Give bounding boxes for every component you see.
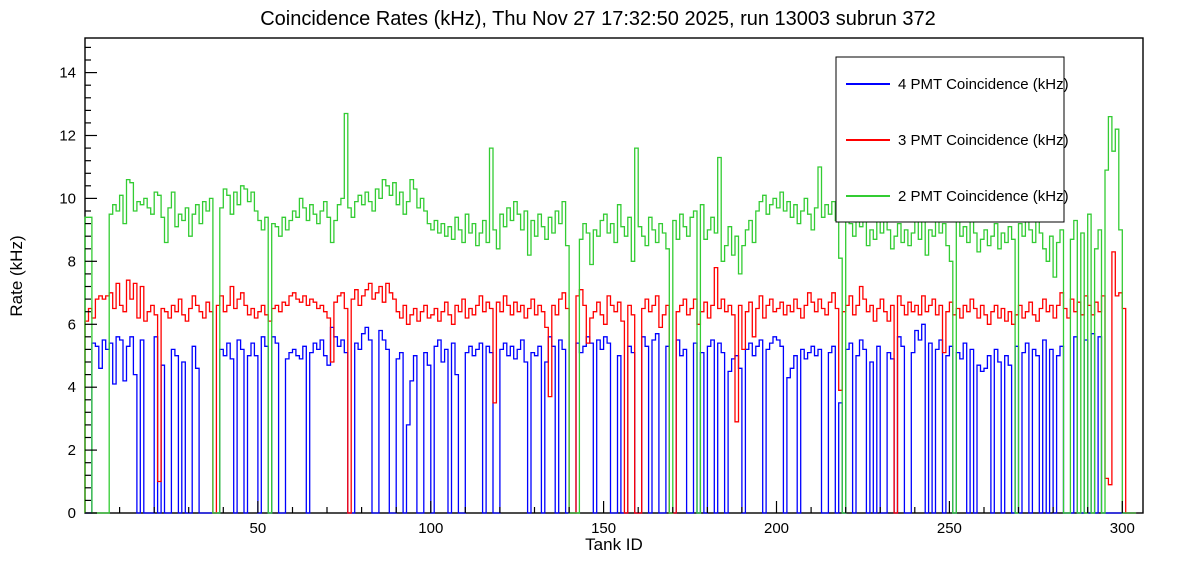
x-axis-ticks [118, 501, 1123, 513]
legend-entry: 4 PMT Coincidence (kHz) [846, 76, 1069, 93]
x-tick-label: 250 [937, 520, 962, 537]
legend-label-4pmt: 4 PMT Coincidence (kHz) [898, 76, 1069, 93]
chart-title: Coincidence Rates (kHz), Thu Nov 27 17:3… [260, 8, 936, 30]
y-axis-title: Rate (kHz) [7, 235, 26, 316]
series-path-1 [84, 251, 1137, 514]
y-tick-label: 14 [59, 65, 76, 82]
x-tick-label: 150 [591, 520, 616, 537]
legend-label-3pmt: 3 PMT Coincidence (kHz) [898, 132, 1069, 149]
x-tick-label: 100 [418, 520, 443, 537]
x-axis-tick-labels: 50 100 150 200 250 300 [250, 520, 1135, 537]
y-axis-ticks [85, 46, 97, 514]
series-group [84, 112, 1137, 514]
legend: 4 PMT Coincidence (kHz) 3 PMT Coincidenc… [835, 56, 1069, 223]
series-path-2 [84, 112, 1137, 514]
y-tick-label: 8 [68, 253, 76, 270]
y-tick-label: 6 [68, 316, 76, 333]
y-tick-label: 10 [59, 190, 76, 207]
y-tick-label: 12 [59, 128, 76, 145]
y-tick-label: 0 [68, 505, 76, 522]
x-axis-title: Tank ID [585, 535, 643, 554]
series-path-0 [85, 323, 1137, 514]
y-axis-tick-labels: 0 2 4 6 8 10 12 14 [59, 65, 76, 522]
x-tick-label: 300 [1110, 520, 1135, 537]
y-tick-label: 4 [68, 379, 76, 396]
x-tick-label: 50 [250, 520, 267, 537]
legend-entry: 2 PMT Coincidence (kHz) [846, 188, 1069, 205]
x-tick-label: 200 [764, 520, 789, 537]
legend-entry: 3 PMT Coincidence (kHz) [846, 132, 1069, 149]
y-tick-label: 2 [68, 442, 76, 459]
legend-label-2pmt: 2 PMT Coincidence (kHz) [898, 188, 1069, 205]
